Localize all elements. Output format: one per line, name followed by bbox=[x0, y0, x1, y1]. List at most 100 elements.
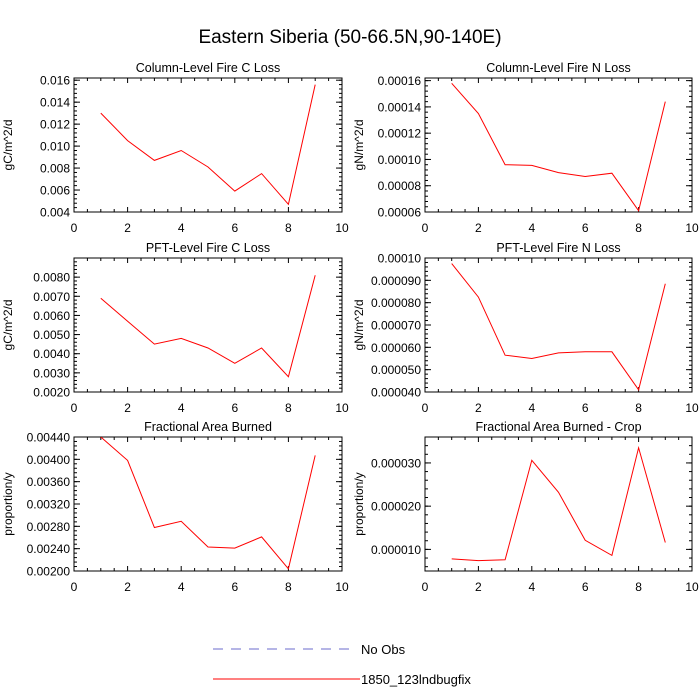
x-tick-label: 10 bbox=[685, 221, 699, 235]
x-tick-label: 8 bbox=[285, 401, 292, 415]
chart-panel-3: PFT-Level Fire C Loss gC/m^2/d 0 2 4 6 8 10 0.00… bbox=[1, 241, 349, 415]
series-line bbox=[100, 84, 316, 206]
legend-label-no-obs: No Obs bbox=[361, 642, 406, 657]
y-tick-label: 0.00360 bbox=[27, 475, 71, 489]
series-line bbox=[100, 437, 316, 570]
x-tick-label: 10 bbox=[685, 401, 699, 415]
y-tick-label: 0.00400 bbox=[27, 453, 71, 467]
panel-title: Column-Level Fire C Loss bbox=[136, 61, 281, 75]
x-tick-label: 0 bbox=[71, 221, 78, 235]
series-line bbox=[451, 82, 666, 212]
x-tick-label: 10 bbox=[335, 221, 349, 235]
y-tick-label: 0.004 bbox=[40, 206, 70, 220]
x-tick-label: 0 bbox=[71, 580, 78, 594]
chart-panel-1: Column-Level Fire C Loss gC/m^2/d 0 2 4 6 8 10 0… bbox=[1, 61, 349, 235]
panel-title: PFT-Level Fire C Loss bbox=[146, 241, 270, 255]
x-tick-label: 6 bbox=[582, 580, 589, 594]
y-tick-label: 0.00010 bbox=[378, 252, 422, 266]
x-tick-label: 10 bbox=[685, 580, 699, 594]
x-tick-label: 4 bbox=[178, 221, 185, 235]
plot-frame bbox=[73, 436, 343, 572]
y-axis-label: proportion/y bbox=[1, 472, 15, 535]
x-tick-label: 8 bbox=[635, 221, 642, 235]
x-tick-label: 8 bbox=[285, 580, 292, 594]
x-tick-label: 2 bbox=[475, 401, 482, 415]
y-tick-label: 0.000060 bbox=[371, 341, 421, 355]
y-axis-label: gN/m^2/d bbox=[352, 300, 366, 351]
y-tick-label: 0.00280 bbox=[27, 520, 71, 534]
panel-title: Column-Level Fire N Loss bbox=[486, 61, 631, 75]
y-axis-label: proportion/y bbox=[352, 472, 366, 535]
x-tick-label: 2 bbox=[124, 580, 131, 594]
x-tick-label: 10 bbox=[335, 401, 349, 415]
plot-frame bbox=[424, 257, 693, 393]
panel-title: PFT-Level Fire N Loss bbox=[496, 241, 620, 255]
panel-title: Fractional Area Burned bbox=[144, 420, 272, 434]
y-tick-label: 0.00008 bbox=[378, 179, 422, 193]
y-tick-label: 0.00016 bbox=[378, 74, 422, 88]
legend: No Obs 1850_123lndbugfix bbox=[213, 642, 471, 687]
x-tick-label: 4 bbox=[528, 221, 535, 235]
y-tick-label: 0.00440 bbox=[27, 431, 71, 445]
y-tick-label: 0.0040 bbox=[33, 347, 70, 361]
y-tick-label: 0.000040 bbox=[371, 386, 421, 400]
chart-panel-2: Column-Level Fire N Loss gN/m^2/d 0 2 4 6 8 10 0… bbox=[352, 61, 699, 235]
y-tick-label: 0.00010 bbox=[378, 153, 422, 167]
x-tick-label: 2 bbox=[124, 401, 131, 415]
y-tick-label: 0.006 bbox=[40, 184, 70, 198]
x-tick-label: 4 bbox=[178, 580, 185, 594]
panel-title: Fractional Area Burned - Crop bbox=[475, 420, 641, 434]
x-tick-label: 4 bbox=[528, 580, 535, 594]
x-tick-label: 6 bbox=[231, 580, 238, 594]
series-line bbox=[451, 263, 666, 391]
x-tick-label: 2 bbox=[475, 580, 482, 594]
x-tick-label: 8 bbox=[285, 221, 292, 235]
y-tick-label: 0.00014 bbox=[378, 100, 422, 114]
series-line bbox=[100, 275, 316, 378]
x-tick-label: 6 bbox=[582, 401, 589, 415]
y-tick-label: 0.008 bbox=[40, 162, 70, 176]
y-tick-label: 0.00012 bbox=[378, 127, 422, 141]
y-tick-label: 0.000090 bbox=[371, 274, 421, 288]
figure-title: Eastern Siberia (50-66.5N,90-140E) bbox=[198, 27, 502, 48]
legend-label-model: 1850_123lndbugfix bbox=[361, 672, 471, 687]
chart-panel-5: Fractional Area Burned proportion/y 0 2 4 6 8 1… bbox=[1, 420, 349, 594]
y-tick-label: 0.000080 bbox=[371, 296, 421, 310]
y-tick-label: 0.010 bbox=[40, 140, 70, 154]
plot-frame bbox=[424, 436, 693, 572]
y-tick-label: 0.000050 bbox=[371, 363, 421, 377]
y-axis-label: gC/m^2/d bbox=[1, 300, 15, 351]
y-tick-label: 0.000030 bbox=[371, 456, 421, 470]
x-tick-label: 4 bbox=[178, 401, 185, 415]
y-tick-label: 0.00240 bbox=[27, 542, 71, 556]
x-tick-label: 6 bbox=[582, 221, 589, 235]
y-tick-label: 0.012 bbox=[40, 118, 70, 132]
x-tick-label: 0 bbox=[71, 401, 78, 415]
x-tick-label: 6 bbox=[231, 401, 238, 415]
y-tick-label: 0.00006 bbox=[378, 206, 422, 220]
x-tick-label: 6 bbox=[231, 221, 238, 235]
x-tick-label: 2 bbox=[475, 221, 482, 235]
x-tick-label: 2 bbox=[124, 221, 131, 235]
y-tick-label: 0.0050 bbox=[33, 328, 70, 342]
y-tick-label: 0.0030 bbox=[33, 366, 70, 380]
x-tick-label: 10 bbox=[335, 580, 349, 594]
y-tick-label: 0.014 bbox=[40, 96, 70, 110]
x-tick-label: 0 bbox=[422, 401, 429, 415]
x-tick-label: 0 bbox=[422, 580, 429, 594]
x-tick-label: 4 bbox=[528, 401, 535, 415]
y-tick-label: 0.00200 bbox=[27, 565, 71, 579]
y-tick-label: 0.000070 bbox=[371, 319, 421, 333]
x-tick-label: 8 bbox=[635, 580, 642, 594]
y-tick-label: 0.0070 bbox=[33, 290, 70, 304]
y-tick-label: 0.00320 bbox=[27, 498, 71, 512]
chart-panel-4: PFT-Level Fire N Loss gN/m^2/d 0 2 4 6 8 10 0.00… bbox=[352, 241, 699, 415]
y-axis-label: gN/m^2/d bbox=[352, 120, 366, 171]
y-tick-label: 0.000020 bbox=[371, 500, 421, 514]
y-tick-label: 0.0060 bbox=[33, 309, 70, 323]
x-tick-label: 0 bbox=[422, 221, 429, 235]
chart-panel-6: Fractional Area Burned - Crop proportion/… bbox=[352, 420, 699, 594]
y-tick-label: 0.0020 bbox=[33, 386, 70, 400]
y-tick-label: 0.0080 bbox=[33, 271, 70, 285]
